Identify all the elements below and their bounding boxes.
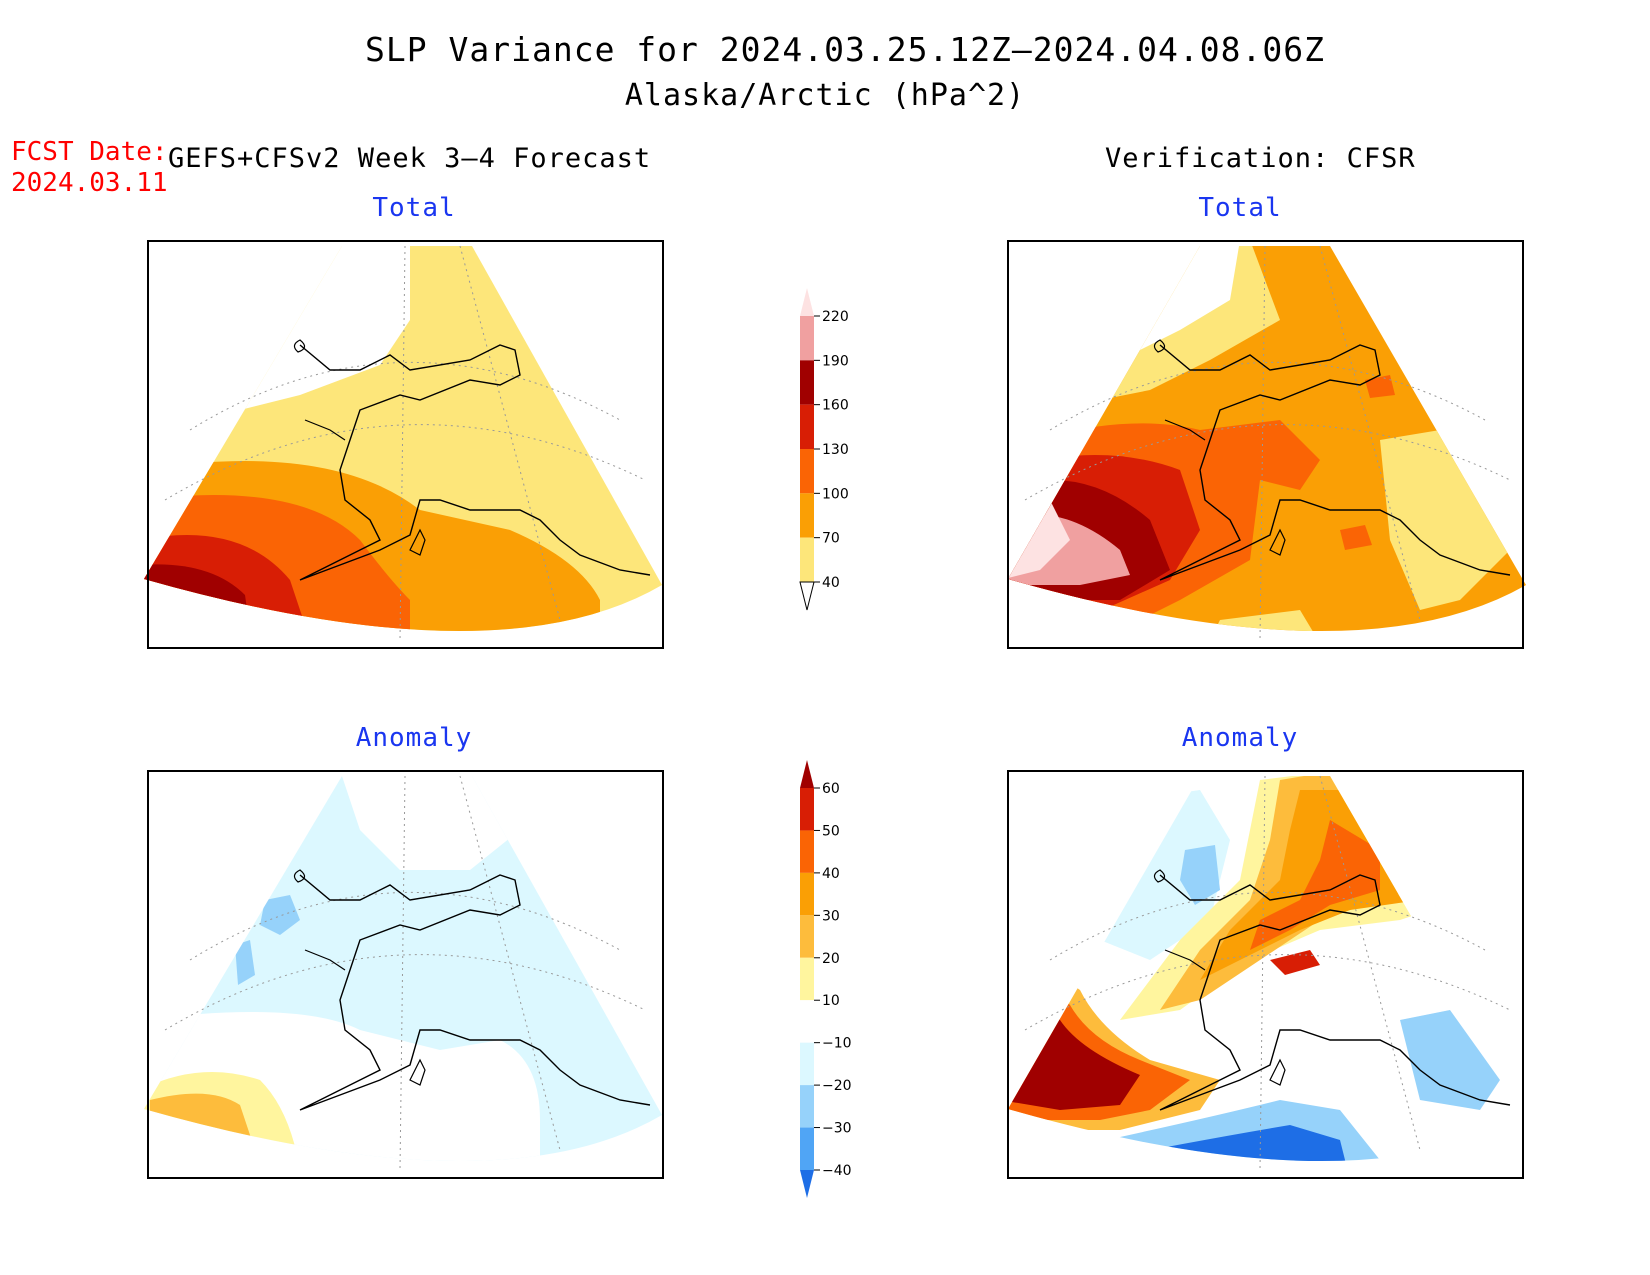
alaska-coastline xyxy=(1159,874,1511,1111)
graticule xyxy=(164,245,646,641)
colorbar-label: 30 xyxy=(822,908,840,924)
fill-100-130-spot xyxy=(1365,375,1395,398)
chukotka-coastline xyxy=(304,949,346,971)
colorbar-label: −40 xyxy=(822,1163,852,1179)
island-outline xyxy=(293,869,306,883)
alaska-coastline xyxy=(299,874,651,1111)
colorbar-swatch xyxy=(800,957,814,1001)
fcst-date-value: 2024.03.11 xyxy=(11,168,168,198)
colorbar-label: −30 xyxy=(822,1121,852,1137)
colorbar-swatch xyxy=(800,360,814,405)
alaska-coastline xyxy=(1159,344,1511,581)
fill-minus30-minus20 xyxy=(260,895,300,935)
forecast-column-header: GEFS+CFSv2 Week 3–4 Forecast xyxy=(168,143,652,174)
graticule xyxy=(1024,775,1511,1171)
figure-subtitle: Alaska/Arctic (hPa^2) xyxy=(624,78,1026,113)
fill-40-70-south xyxy=(1200,610,1330,632)
fcst-date-label: FCST Date: xyxy=(11,137,168,167)
colorbar-top-tip xyxy=(800,288,814,316)
colorbar-label: 10 xyxy=(822,993,840,1009)
colorbar-label: 100 xyxy=(822,486,849,502)
colorbar-swatch xyxy=(800,537,814,582)
island-outline xyxy=(1153,869,1166,883)
colorbar-swatch xyxy=(800,449,814,494)
verification-anomaly-frame xyxy=(1007,770,1524,1179)
colorbar-swatch xyxy=(800,1085,814,1128)
fill-minus30-minus20-east xyxy=(1400,1010,1500,1110)
kodiak-outline xyxy=(409,1058,426,1086)
forecast-total-map xyxy=(144,245,662,641)
island-outline xyxy=(293,339,306,353)
colorbar-label: 60 xyxy=(822,781,840,797)
anomaly-colorbar: 60 50 40 30 20 10 −10 −20 −30 −40 xyxy=(800,760,852,1198)
colorbar-swatch xyxy=(800,1042,814,1086)
forecast-anomaly-frame xyxy=(147,770,664,1179)
graticule xyxy=(164,775,646,1171)
graticule xyxy=(1024,245,1511,641)
verification-anomaly-map xyxy=(1008,775,1526,1171)
colorbar-label: −10 xyxy=(822,1036,852,1052)
colorbar-swatch xyxy=(800,1127,814,1170)
chukotka-coastline xyxy=(304,419,346,441)
colorbar-swatch xyxy=(800,1000,814,1043)
chukotka-coastline xyxy=(1164,419,1206,441)
colorbar-label: 160 xyxy=(822,398,849,414)
colorbar-top-tip xyxy=(800,760,814,788)
kodiak-outline xyxy=(409,528,426,556)
fill-below-minus30 xyxy=(1100,1125,1350,1162)
colorbar-label: 130 xyxy=(822,442,849,458)
chukotka-coastline xyxy=(1164,949,1206,971)
colorbar-label: 220 xyxy=(822,309,849,325)
colorbar-label: 20 xyxy=(822,951,840,967)
forecast-anomaly-map xyxy=(144,775,662,1171)
figure-title: SLP Variance for 2024.03.25.12Z–2024.04.… xyxy=(365,30,1325,69)
colorbar-label: 70 xyxy=(822,531,840,547)
colorbar-swatch xyxy=(800,872,814,916)
kodiak-outline xyxy=(1269,528,1286,556)
fill-50-60-spot xyxy=(1270,950,1320,975)
fill-40-50 xyxy=(1250,820,1380,950)
colorbar-bottom-tip xyxy=(800,1170,814,1198)
colorbar-swatch xyxy=(800,404,814,449)
fill-neutral-north xyxy=(340,776,520,870)
verification-total-frame xyxy=(1007,240,1524,649)
colorbar-label: 40 xyxy=(822,575,840,591)
fill-100-130-spot2 xyxy=(1340,525,1372,550)
colorbar-label: −20 xyxy=(822,1078,852,1094)
island-outline xyxy=(1153,339,1166,353)
fill-minus30-minus20 xyxy=(1180,845,1220,905)
kodiak-outline xyxy=(1269,1058,1286,1086)
total-colorbar: 220 190 160 130 100 70 40 xyxy=(799,288,849,611)
colorbar-label: 40 xyxy=(822,866,840,882)
verification-column-header: Verification: CFSR xyxy=(1105,143,1416,174)
verification-total-map xyxy=(1008,245,1526,641)
forecast-anomaly-title: Anomaly xyxy=(355,723,473,753)
colorbar-swatch xyxy=(800,493,814,538)
colorbar-label: 50 xyxy=(822,823,840,839)
forecast-total-frame xyxy=(147,240,664,649)
colorbar-swatch xyxy=(800,830,814,873)
colorbar-swatch xyxy=(800,316,814,361)
verification-total-title: Total xyxy=(1198,193,1282,223)
colorbar-swatch xyxy=(800,788,814,831)
colorbar-label: 190 xyxy=(822,353,849,369)
colorbar-bottom-tip xyxy=(799,581,815,611)
verification-anomaly-title: Anomaly xyxy=(1181,723,1299,753)
fill-minus30-minus20-2 xyxy=(235,940,255,985)
alaska-coastline xyxy=(299,344,651,581)
colorbar-swatch xyxy=(800,915,814,958)
forecast-total-title: Total xyxy=(372,193,456,223)
